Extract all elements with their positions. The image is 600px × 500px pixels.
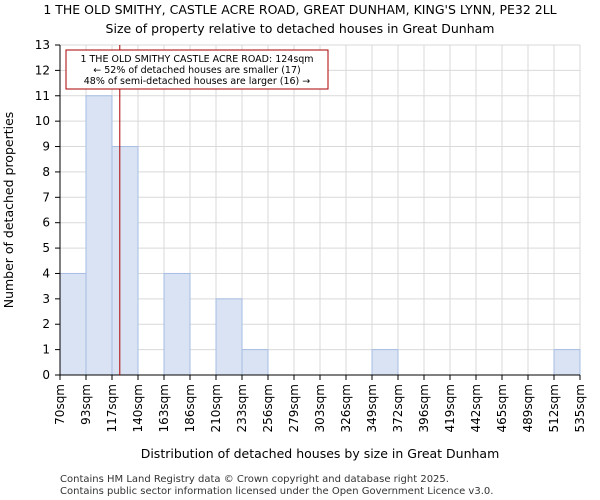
bar-512sqm: [553, 349, 581, 376]
y-tick-label: 7: [42, 190, 50, 204]
y-tick-label: 12: [35, 63, 50, 77]
x-tick-label: 419sqm: [443, 384, 457, 432]
y-tick-label: 3: [42, 292, 50, 306]
bar-349sqm: [371, 349, 399, 376]
y-tick-label: 0: [42, 368, 50, 382]
chart-title: 1 THE OLD SMITHY, CASTLE ACRE ROAD, GREA…: [43, 2, 556, 17]
y-tick-label: 8: [42, 165, 50, 179]
x-tick-label: 93sqm: [79, 384, 93, 425]
bar-70sqm: [59, 272, 87, 376]
x-tick-label: 465sqm: [495, 384, 509, 432]
x-tick-label: 117sqm: [105, 384, 119, 432]
y-tick-label: 9: [42, 140, 50, 154]
x-tick-label: 489sqm: [521, 384, 535, 432]
y-tick-label: 5: [42, 241, 50, 255]
x-tick-label: 140sqm: [131, 384, 145, 432]
x-tick-label: 186sqm: [183, 384, 197, 432]
y-tick-label: 10: [35, 114, 50, 128]
axes: [55, 44, 581, 380]
x-tick-labels: 70sqm 93sqm 117sqm 140sqm 163sqm 186sqm 210sqm…: [53, 384, 587, 432]
annotation-line-2: ← 52% of detached houses are smaller (17…: [93, 65, 300, 76]
annotation-border: [65, 49, 329, 90]
chart-subtitle: Size of property relative to detached ho…: [106, 21, 495, 36]
bars: [59, 95, 581, 376]
x-tick-label: 256sqm: [261, 384, 275, 432]
bar-233sqm: [241, 349, 269, 376]
annotation-box: 1 THE OLD SMITHY CASTLE ACRE ROAD: 124sq…: [65, 49, 329, 90]
y-tick-label: 1: [42, 343, 50, 357]
y-tick-label: 11: [35, 89, 50, 103]
y-tick-label: 4: [42, 266, 50, 280]
footer-line-2: Contains public sector information licen…: [60, 486, 493, 497]
annotation-line-1: 1 THE OLD SMITHY CASTLE ACRE ROAD: 124sq…: [80, 54, 313, 65]
x-tick-label: 163sqm: [157, 384, 171, 432]
y-tick-label: 6: [42, 216, 50, 230]
y-axis-label: Number of detached properties: [1, 112, 16, 309]
x-tick-label: 512sqm: [547, 384, 561, 432]
bar-210sqm: [215, 298, 243, 376]
bar-117sqm: [111, 146, 139, 376]
x-tick-label: 233sqm: [235, 384, 249, 432]
x-tick-label: 70sqm: [53, 384, 67, 425]
bar-93sqm: [85, 95, 113, 376]
bar-163sqm: [163, 272, 191, 376]
x-tick-label: 279sqm: [287, 384, 301, 432]
x-tick-label: 303sqm: [313, 384, 327, 432]
x-tick-label: 442sqm: [469, 384, 483, 432]
x-tick-label: 396sqm: [417, 384, 431, 432]
footer-line-1: Contains HM Land Registry data © Crown c…: [60, 474, 449, 485]
x-tick-label: 535sqm: [573, 384, 587, 432]
annotation-line-3: 48% of semi-detached houses are larger (…: [84, 76, 311, 87]
y-tick-label: 2: [42, 317, 50, 331]
x-tick-label: 210sqm: [209, 384, 223, 432]
x-axis-label: Distribution of detached houses by size …: [141, 446, 500, 461]
y-tick-label: 13: [35, 38, 50, 52]
x-tick-label: 349sqm: [365, 384, 379, 432]
x-tick-label: 372sqm: [391, 384, 405, 432]
x-tick-label: 326sqm: [339, 384, 353, 432]
